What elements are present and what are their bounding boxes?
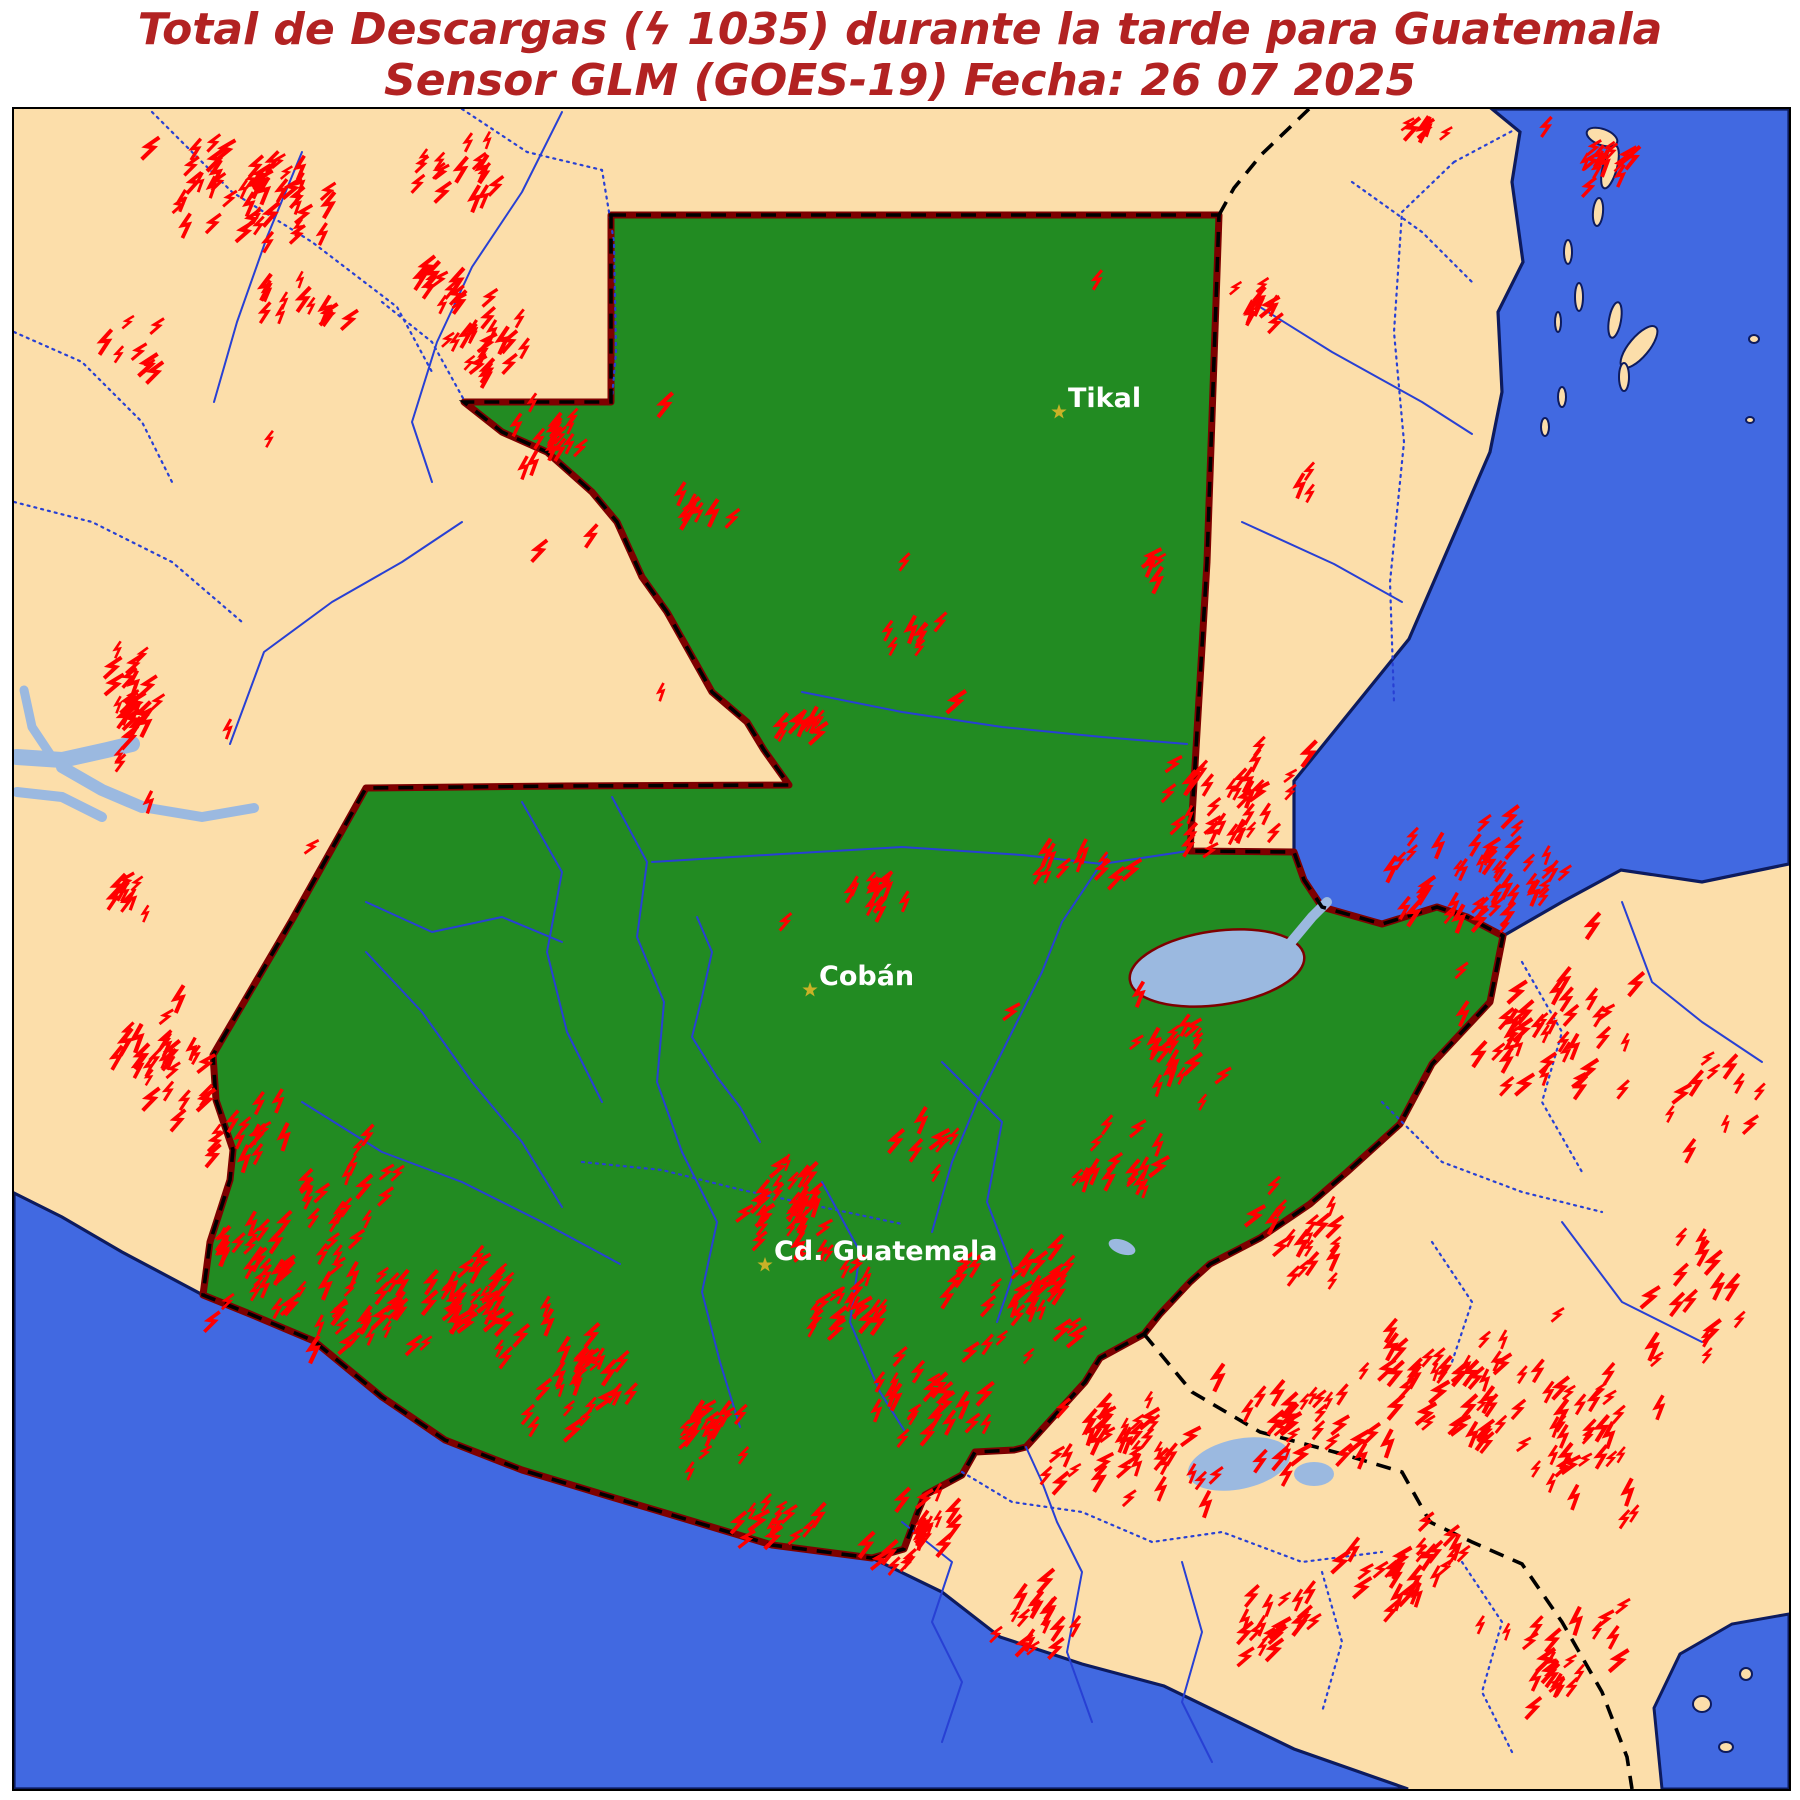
admin-boundary-line	[380, 300, 466, 402]
cities-layer: Tikal Cobán Cd. Guatemala	[757, 383, 1141, 1272]
admin-boundary-line	[960, 1470, 1384, 1564]
map-canvas: Tikal Cobán Cd. Guatemala	[12, 107, 1791, 1791]
island	[1574, 282, 1584, 312]
guatemala-border-dashes	[201, 213, 1506, 1560]
city-marker-cob-n: Cobán	[802, 961, 914, 997]
river-line	[801, 691, 1188, 745]
river-line	[651, 846, 1189, 865]
river-line	[521, 801, 603, 1103]
admin-boundary-line	[1350, 180, 1474, 284]
admin-boundary-line	[460, 109, 618, 400]
river-line	[901, 1521, 963, 1743]
admin-boundary-line	[1320, 1570, 1344, 1714]
title-line-2: Sensor GLM (GOES-19) Fecha: 26 07 2025	[384, 55, 1416, 106]
map-title: Total de Descargas (ϟ 1035) durante la t…	[0, 4, 1800, 106]
river-line	[1025, 1446, 1093, 1723]
island	[1607, 301, 1623, 339]
river-line	[365, 901, 563, 943]
reservoir-arm	[14, 787, 107, 822]
island	[1718, 1741, 1734, 1753]
river-line	[1181, 1561, 1213, 1763]
city-marker-tikal: Tikal	[1051, 383, 1141, 419]
city-star-icon	[1051, 404, 1067, 419]
river-line	[691, 916, 761, 1143]
river-line	[941, 1061, 1015, 1323]
city-star-icon	[757, 1257, 773, 1272]
island	[1563, 239, 1573, 265]
reservoir-arm	[14, 736, 140, 768]
island	[1591, 197, 1605, 227]
admin-boundary-line	[1452, 128, 1516, 164]
city-marker-cd-guatemala: Cd. Guatemala	[757, 1236, 997, 1272]
river-line	[931, 854, 1108, 1233]
river-line	[681, 1151, 741, 1428]
lake-1	[1294, 1462, 1334, 1486]
city-label-cob-n: Cobán	[819, 961, 914, 992]
island	[1692, 1695, 1712, 1713]
admin-boundary-line	[1430, 1240, 1474, 1364]
admin-boundary-line	[1460, 1560, 1514, 1754]
city-label-tikal: Tikal	[1068, 383, 1141, 414]
admin-boundary-line	[150, 110, 434, 374]
reservoir-arm	[56, 761, 148, 813]
reservoir-arm	[137, 802, 259, 822]
islands-layer	[1540, 126, 1760, 1753]
lake-2	[1108, 1238, 1136, 1256]
city-label-cd-guatemala: Cd. Guatemala	[774, 1236, 997, 1267]
lakes-layer	[14, 685, 1334, 1491]
river-line	[213, 151, 303, 403]
river-line	[365, 951, 563, 1208]
river-line	[1251, 301, 1473, 435]
river-line	[301, 1101, 621, 1265]
lake-izabal	[1128, 928, 1306, 1008]
river-line	[1621, 901, 1763, 1063]
island	[1585, 126, 1619, 148]
admin-boundary-line	[1388, 160, 1456, 704]
admin-boundary-line	[14, 500, 244, 624]
river-line	[411, 111, 563, 483]
island	[1748, 334, 1760, 344]
island	[1739, 1667, 1753, 1681]
river-line	[1561, 1221, 1703, 1343]
reservoir-arm	[19, 685, 55, 759]
island	[1554, 311, 1562, 333]
admin-boundary-line	[580, 1160, 904, 1226]
island	[1745, 416, 1755, 424]
title-line-1: Total de Descargas (ϟ 1035) durante la t…	[137, 4, 1663, 55]
gulf-of-fonseca	[1652, 1612, 1789, 1789]
international-border	[1217, 109, 1311, 216]
rivers-layer	[14, 109, 1763, 1763]
river-line	[611, 796, 683, 1153]
island	[1618, 362, 1630, 392]
river-line	[229, 521, 463, 745]
river-line	[1241, 521, 1403, 603]
island	[1540, 417, 1550, 437]
city-star-icon	[802, 982, 818, 997]
admin-boundary-line	[1380, 1100, 1604, 1214]
admin-boundary-line	[14, 330, 174, 484]
island	[1557, 386, 1567, 408]
